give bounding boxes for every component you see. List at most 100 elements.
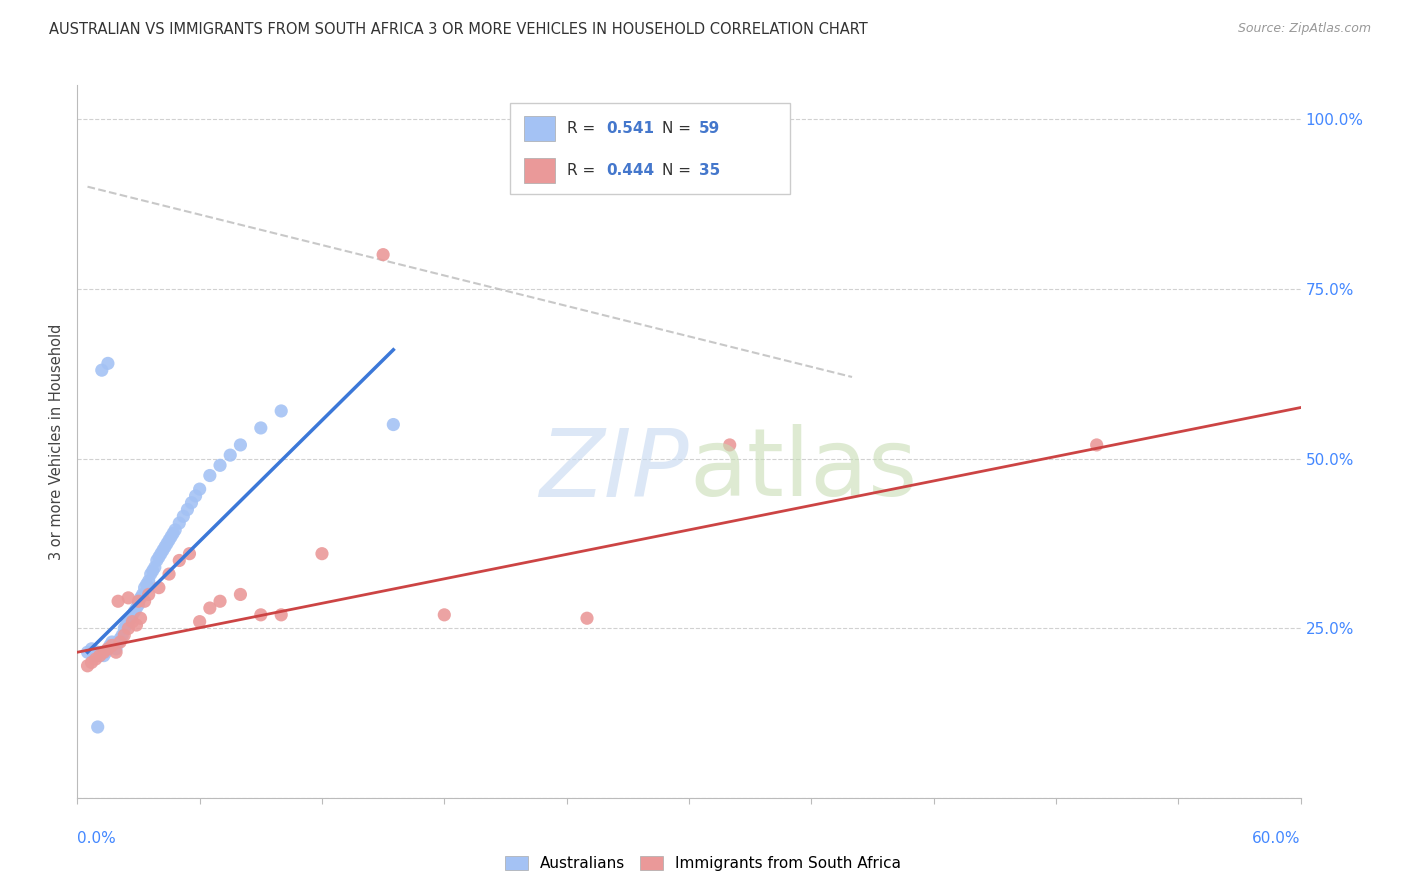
Point bbox=[250, 607, 273, 622]
Point bbox=[180, 496, 202, 510]
Point bbox=[80, 641, 103, 656]
Text: N =: N = bbox=[662, 163, 696, 178]
Point bbox=[80, 656, 103, 670]
Point bbox=[179, 547, 201, 561]
Point bbox=[87, 720, 110, 734]
Point bbox=[371, 247, 394, 261]
Point bbox=[105, 645, 128, 659]
Point bbox=[90, 645, 112, 659]
Point bbox=[117, 615, 139, 629]
Point bbox=[121, 615, 143, 629]
Point bbox=[148, 550, 170, 565]
Point bbox=[84, 652, 107, 666]
Point bbox=[76, 645, 98, 659]
Point bbox=[105, 641, 128, 656]
Point bbox=[134, 594, 156, 608]
Point bbox=[198, 601, 221, 615]
Text: 59: 59 bbox=[699, 121, 720, 136]
Point bbox=[84, 648, 107, 663]
Point bbox=[172, 509, 194, 524]
Point bbox=[576, 611, 599, 625]
Point bbox=[98, 639, 121, 653]
Text: 0.0%: 0.0% bbox=[77, 831, 117, 847]
Point bbox=[188, 615, 211, 629]
Point bbox=[146, 553, 169, 567]
Point bbox=[160, 530, 183, 544]
Point bbox=[433, 607, 456, 622]
Point bbox=[128, 598, 150, 612]
Point bbox=[138, 587, 160, 601]
Point bbox=[162, 526, 184, 541]
Point bbox=[90, 363, 112, 377]
Point bbox=[165, 523, 187, 537]
Point bbox=[124, 604, 146, 618]
Point bbox=[107, 594, 129, 608]
Point bbox=[382, 417, 405, 432]
Point bbox=[125, 601, 148, 615]
Point bbox=[219, 448, 242, 462]
Point bbox=[129, 591, 152, 605]
Legend: Australians, Immigrants from South Africa: Australians, Immigrants from South Afric… bbox=[499, 850, 907, 877]
Point bbox=[718, 438, 741, 452]
Point bbox=[120, 611, 142, 625]
Point bbox=[135, 577, 157, 591]
Point bbox=[229, 587, 252, 601]
Point bbox=[156, 536, 179, 550]
Text: R =: R = bbox=[567, 163, 600, 178]
Point bbox=[134, 581, 156, 595]
Point bbox=[209, 594, 232, 608]
Point bbox=[97, 641, 120, 656]
Point bbox=[89, 648, 111, 663]
Point bbox=[93, 645, 115, 659]
Point bbox=[184, 489, 207, 503]
Point bbox=[93, 648, 115, 663]
Text: Source: ZipAtlas.com: Source: ZipAtlas.com bbox=[1237, 22, 1371, 36]
Point bbox=[121, 607, 143, 622]
Point bbox=[209, 458, 232, 473]
Point bbox=[128, 594, 150, 608]
Point bbox=[153, 540, 176, 554]
Point bbox=[176, 502, 198, 516]
Text: 0.444: 0.444 bbox=[606, 163, 654, 178]
Point bbox=[97, 356, 120, 370]
Text: 0.541: 0.541 bbox=[606, 121, 654, 136]
Point bbox=[198, 468, 221, 483]
Point bbox=[139, 567, 162, 582]
Point bbox=[169, 553, 191, 567]
Point bbox=[101, 639, 124, 653]
Point bbox=[112, 628, 135, 642]
Point bbox=[143, 560, 166, 574]
Point bbox=[131, 587, 153, 601]
Point bbox=[142, 564, 165, 578]
Point bbox=[138, 574, 160, 588]
Point bbox=[229, 438, 252, 452]
Point bbox=[157, 533, 180, 547]
Point bbox=[149, 547, 172, 561]
Point bbox=[188, 482, 211, 496]
Point bbox=[87, 645, 110, 659]
Y-axis label: 3 or more Vehicles in Household: 3 or more Vehicles in Household bbox=[49, 324, 65, 559]
Point bbox=[111, 628, 134, 642]
Text: AUSTRALIAN VS IMMIGRANTS FROM SOUTH AFRICA 3 OR MORE VEHICLES IN HOUSEHOLD CORRE: AUSTRALIAN VS IMMIGRANTS FROM SOUTH AFRI… bbox=[49, 22, 868, 37]
Text: R =: R = bbox=[567, 121, 600, 136]
Point bbox=[311, 547, 333, 561]
Point bbox=[89, 648, 111, 663]
Point bbox=[157, 567, 180, 582]
Point bbox=[129, 611, 152, 625]
Text: N =: N = bbox=[662, 121, 696, 136]
Point bbox=[76, 658, 98, 673]
Point bbox=[169, 516, 191, 530]
Point bbox=[101, 635, 124, 649]
Point bbox=[270, 607, 292, 622]
Text: 60.0%: 60.0% bbox=[1253, 831, 1301, 847]
Point bbox=[250, 421, 273, 435]
Point bbox=[115, 618, 138, 632]
Point bbox=[97, 641, 120, 656]
Point bbox=[148, 581, 170, 595]
Point bbox=[108, 635, 131, 649]
Point bbox=[94, 645, 117, 659]
Point bbox=[83, 645, 105, 659]
Point bbox=[112, 622, 135, 636]
Text: 35: 35 bbox=[699, 163, 720, 178]
Point bbox=[1085, 438, 1108, 452]
